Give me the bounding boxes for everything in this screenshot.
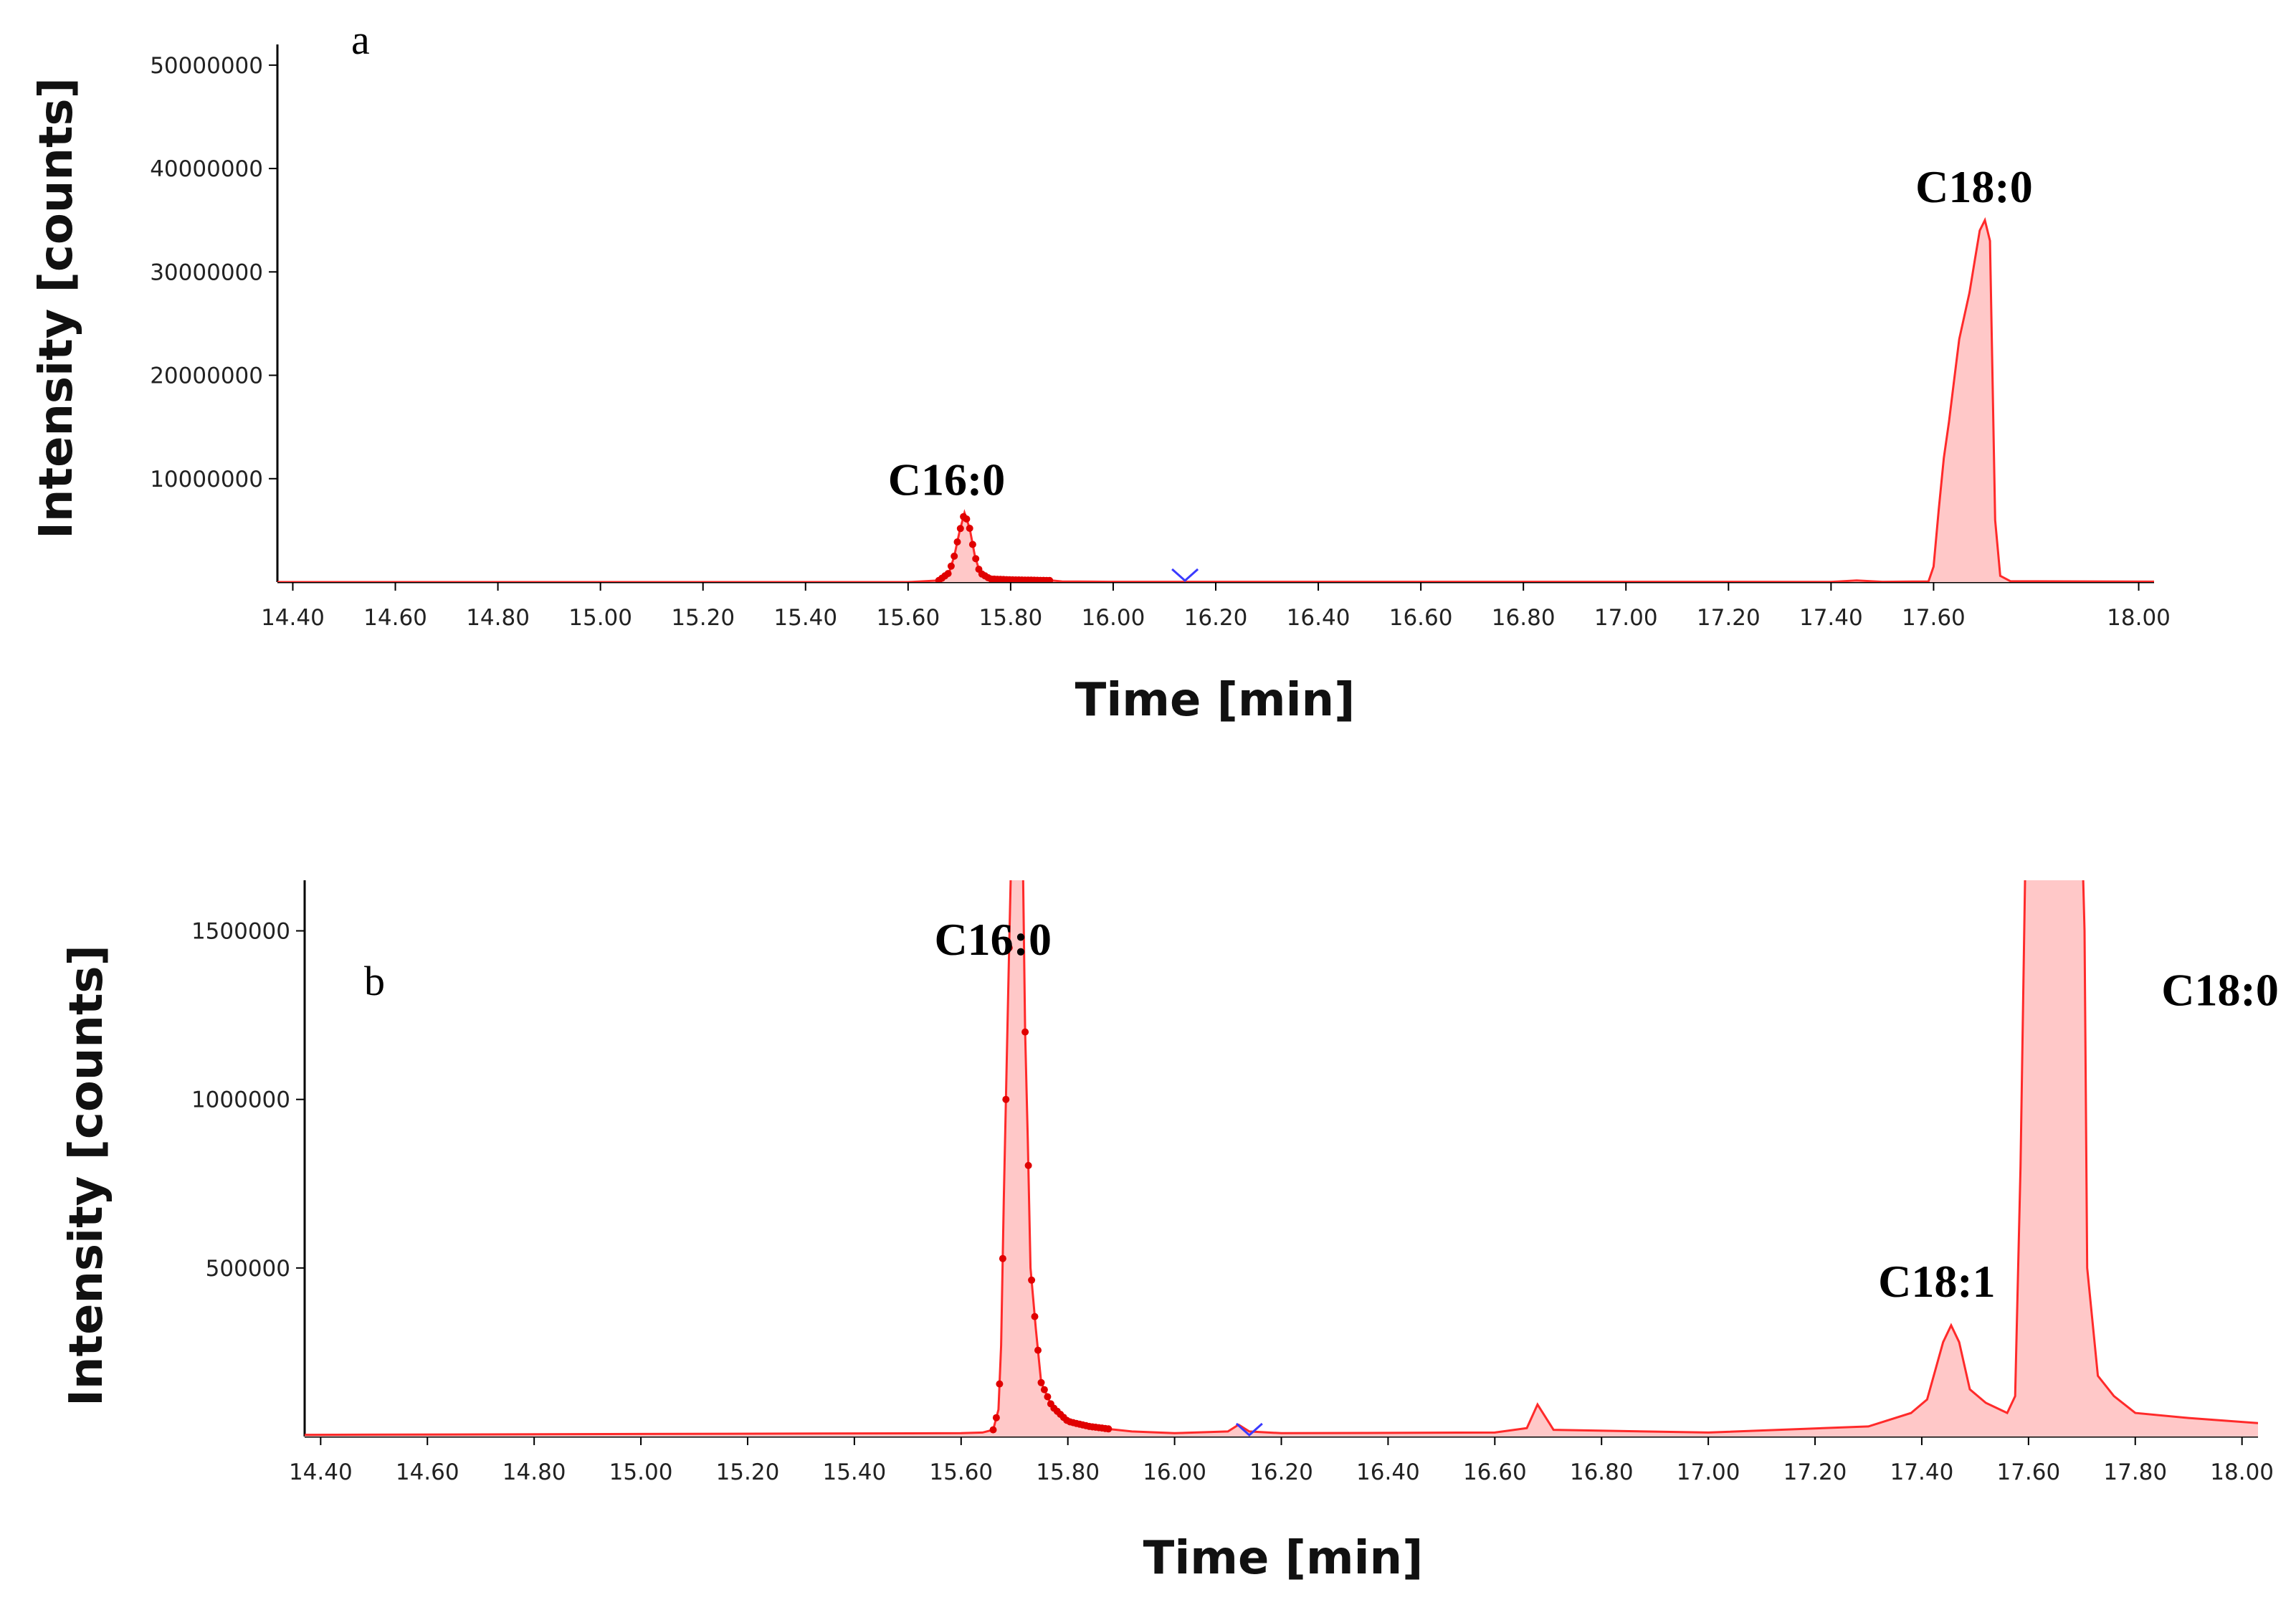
chart-b-data-point [1040, 1386, 1048, 1394]
chart-a-data-point [972, 555, 980, 563]
chart-a-x-tick-label: 15.40 [773, 605, 837, 631]
chart-a-data-point [1046, 576, 1054, 582]
chart-a-peak-label: C18:0 [1915, 161, 2033, 212]
chart-b-data-point [1015, 827, 1022, 834]
chart-a-panel-label: a [351, 16, 370, 63]
chart-a-y-tick-label: 20000000 [150, 363, 263, 389]
chart-b-data-point [1028, 1276, 1036, 1284]
chart-a-x-tick-label: 14.80 [466, 605, 530, 631]
chart-b-data-point [992, 1414, 1000, 1421]
chart-b-data-point [989, 1426, 997, 1434]
chart-b-data-point [1021, 1028, 1029, 1036]
chart-a-y-tick-label: 50000000 [150, 53, 263, 79]
chart-b-data-point [1034, 1346, 1042, 1354]
chart-b-x-tick-label: 14.40 [289, 1459, 353, 1485]
chart-b-panel-label: b [364, 958, 385, 1004]
chart-a-x-tick-label: 15.60 [876, 605, 940, 631]
chart-a-data-point [963, 515, 971, 523]
chart-b-data-point [1019, 827, 1026, 834]
chart-b-x-tick-label: 17.40 [1890, 1459, 1954, 1485]
chart-a-x-tick-label: 17.20 [1697, 605, 1761, 631]
chart-b-x-tick-label: 15.80 [1036, 1459, 1100, 1485]
chart-a-data-point [951, 552, 958, 560]
chart-b-y-tick-label: 500000 [206, 1256, 290, 1282]
chart-b-data-point [1012, 827, 1019, 834]
chart-a-series-area [277, 220, 2154, 582]
chart-b-baseline-marker-icon [1235, 1422, 1263, 1437]
chart-b-series-area [305, 880, 2258, 1437]
chart-b-x-tick-label: 15.20 [716, 1459, 780, 1485]
chart-a-y-tick-label: 40000000 [150, 156, 263, 182]
chart-a-baseline-marker-icon [1171, 568, 1199, 583]
chart-a-x-tick-label: 16.60 [1389, 605, 1453, 631]
chart-b-x-tick-label: 16.20 [1249, 1459, 1313, 1485]
chart-b-data-point [1105, 1425, 1113, 1433]
chart-a-x-tick-label: 14.40 [261, 605, 325, 631]
chart-a-data-point [953, 538, 961, 546]
chart-b-x-tick-label: 15.00 [609, 1459, 673, 1485]
chart-b-data-point [996, 1380, 1004, 1388]
chart-a-x-tick-label: 16.80 [1492, 605, 1556, 631]
chart-b-x-tick-label: 15.60 [929, 1459, 993, 1485]
chart-a: 10000000 20000000 30000000 40000000 50000000… [30, 16, 2171, 727]
chart-b-x-tick-label: 16.80 [1570, 1459, 1634, 1485]
chart-b-peak-label: C18:1 [1878, 1256, 1996, 1307]
chart-b-data-point [999, 1254, 1006, 1262]
chart-a-series-line [277, 216, 2154, 582]
chart-b-x-tick-label: 17.00 [1677, 1459, 1740, 1485]
chart-b-x-tick-label: 16.60 [1463, 1459, 1527, 1485]
chart-a-y-tick-label: 10000000 [150, 467, 263, 492]
chart-a-x-tick-label: 17.60 [1902, 605, 1966, 631]
chart-a-data-point [944, 570, 952, 578]
chart-a-x-tick-label: 17.40 [1799, 605, 1863, 631]
chart-b-data-point [1031, 1313, 1039, 1320]
chart-b-data-point [1037, 1378, 1045, 1386]
chart-b-y-tick-label: 1000000 [191, 1087, 290, 1113]
chart-a-peak-label: C16:0 [888, 454, 1006, 505]
chart-b-x-tick-label: 14.60 [396, 1459, 459, 1485]
chart-b-y-tick-label: 1500000 [191, 919, 290, 945]
chart-a-x-tick-label: 14.60 [363, 605, 427, 631]
chart-b-data-point [1044, 1393, 1052, 1401]
chart-b-x-tick-label: 17.80 [2103, 1459, 2167, 1485]
chart-a-x-tick-label: 16.40 [1287, 605, 1351, 631]
chart-b-series-line [305, 880, 2258, 1437]
chart-a-x-tick-label: 15.80 [979, 605, 1043, 631]
chart-a-y-axis-label: Intensity [counts] [30, 77, 83, 539]
chart-b: 500000 1000000 1500000 14.40 14.60 14.80 15.0… [60, 827, 2279, 1585]
chart-b-x-tick-label: 16.40 [1356, 1459, 1420, 1485]
chart-a-x-tick-label: 15.20 [671, 605, 735, 631]
chart-b-data-point [1005, 944, 1013, 952]
chart-b-data-point [1002, 1095, 1010, 1103]
chart-b-x-axis-label: Time [min] [1143, 1532, 1424, 1585]
chart-b-x-tick-label: 17.60 [1996, 1459, 2060, 1485]
chart-b-x-tick-label: 14.80 [502, 1459, 566, 1485]
chart-b-x-tick-label: 17.20 [1783, 1459, 1847, 1485]
chart-a-data-point [968, 540, 976, 548]
chart-a-data-point [956, 525, 964, 533]
chart-a-data-point [947, 562, 955, 570]
chart-a-x-tick-label: 16.00 [1082, 605, 1145, 631]
chart-b-data-point [1009, 827, 1016, 834]
chart-a-data-point [966, 525, 973, 532]
chart-a-x-axis-label: Time [min] [1075, 674, 1356, 727]
chart-b-x-tick-label: 16.00 [1143, 1459, 1206, 1485]
chart-a-x-tick-label: 17.00 [1594, 605, 1658, 631]
chart-b-data-point [1024, 1161, 1032, 1169]
chart-a-x-tick-label: 15.00 [568, 605, 632, 631]
chart-b-x-tick-label: 18.00 [2210, 1459, 2274, 1485]
chart-b-peak-label: C16:0 [934, 914, 1052, 965]
chart-b-peak-label: C18:0 [2161, 965, 2279, 1016]
chart-a-x-tick-label: 18.00 [2107, 605, 2171, 631]
chart-b-x-tick-label: 15.40 [822, 1459, 886, 1485]
chart-a-y-tick-label: 30000000 [150, 259, 263, 285]
chart-b-y-axis-label: Intensity [counts] [60, 945, 113, 1406]
chart-a-x-tick-label: 16.20 [1184, 605, 1248, 631]
